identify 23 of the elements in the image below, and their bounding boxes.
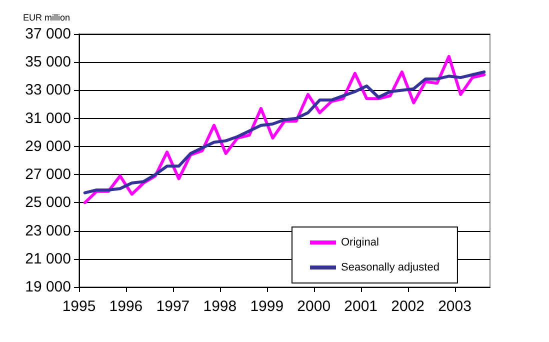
y-tick-label: 35 000: [25, 54, 71, 71]
x-tick-label: 1998: [203, 298, 237, 315]
x-tick-label: 2003: [438, 298, 472, 315]
y-tick-label: 25 000: [25, 194, 71, 212]
y-tick-label: 37 000: [25, 26, 71, 42]
line-series: [83, 70, 486, 194]
x-tick-label: 2002: [391, 298, 424, 315]
y-tick-label: 29 000: [25, 138, 71, 155]
legend-label: Seasonally adjusted: [341, 262, 440, 274]
y-tick-label: 27 000: [25, 166, 71, 184]
x-tick-label: 2000: [297, 298, 331, 315]
x-tick-label: 1999: [250, 298, 284, 315]
y-axis-title: EUR million: [23, 12, 70, 22]
y-tick-label: 23 000: [25, 222, 71, 240]
x-tick-label: 2001: [344, 298, 378, 315]
x-tick-label: 1997: [156, 298, 190, 315]
y-tick-label: 19 000: [25, 278, 71, 296]
x-tick-label: 1995: [62, 298, 96, 315]
x-tick-label: 1996: [109, 298, 143, 315]
legend-label: Original: [341, 236, 379, 248]
y-tick-label: 21 000: [25, 250, 71, 268]
y-tick-label: 31 000: [25, 110, 71, 127]
y-tick-label: 33 000: [25, 82, 71, 99]
